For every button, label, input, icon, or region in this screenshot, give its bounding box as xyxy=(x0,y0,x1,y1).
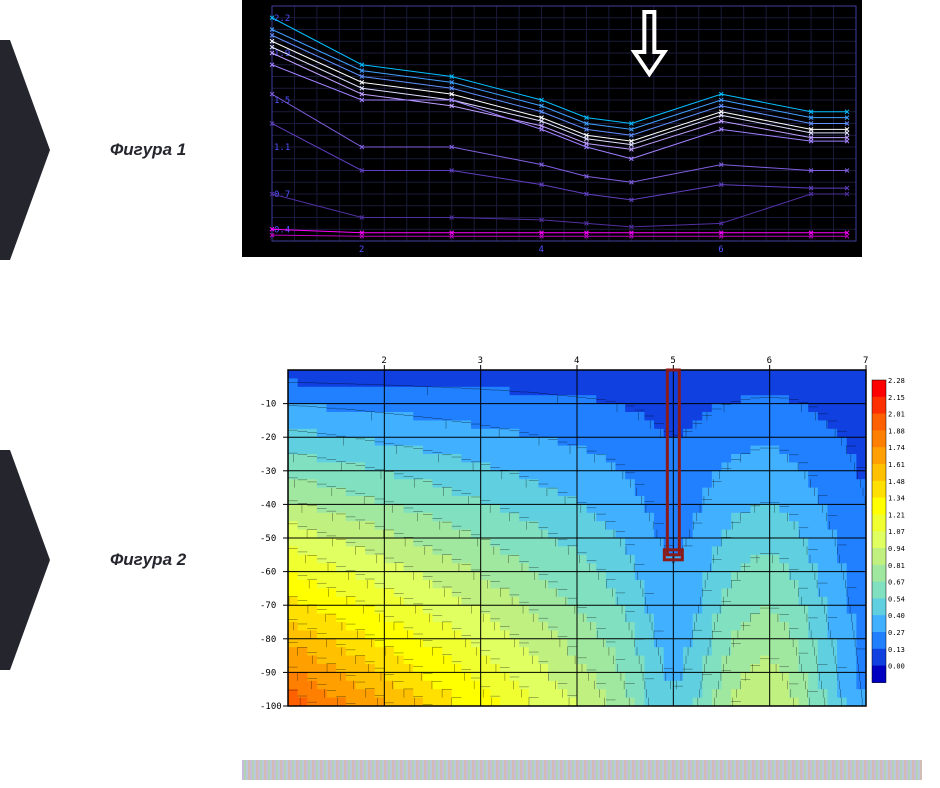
svg-text:5: 5 xyxy=(670,356,675,366)
line-chart-svg: 0.40.71.11.51.92.2246 xyxy=(244,2,860,255)
svg-text:0.67: 0.67 xyxy=(888,579,905,587)
svg-text:1.21: 1.21 xyxy=(888,511,905,519)
svg-text:7: 7 xyxy=(863,356,868,366)
svg-text:6: 6 xyxy=(767,356,772,366)
svg-text:3: 3 xyxy=(478,356,483,366)
svg-text:1.07: 1.07 xyxy=(888,528,905,536)
svg-text:4: 4 xyxy=(574,356,579,366)
svg-text:0.94: 0.94 xyxy=(888,545,905,553)
svg-text:0.27: 0.27 xyxy=(888,629,905,637)
svg-text:-50: -50 xyxy=(260,534,276,544)
noise-strip xyxy=(242,760,922,780)
svg-text:2.28: 2.28 xyxy=(888,377,905,385)
svg-text:1.5: 1.5 xyxy=(274,96,290,106)
svg-text:2: 2 xyxy=(381,356,386,366)
svg-text:-70: -70 xyxy=(260,601,276,611)
svg-text:2.01: 2.01 xyxy=(888,411,905,419)
svg-text:1.61: 1.61 xyxy=(888,461,905,469)
svg-text:0.40: 0.40 xyxy=(888,612,905,620)
svg-text:0.00: 0.00 xyxy=(888,663,905,671)
svg-text:-80: -80 xyxy=(260,635,276,645)
svg-text:-90: -90 xyxy=(260,668,276,678)
svg-text:1.48: 1.48 xyxy=(888,478,905,486)
figure-1-chart: 0.40.71.11.51.92.2246 xyxy=(242,0,862,257)
svg-text:-20: -20 xyxy=(260,433,276,443)
svg-text:2.2: 2.2 xyxy=(274,14,290,24)
svg-text:6: 6 xyxy=(718,245,723,255)
fig2-label: Фигура 2 xyxy=(110,550,230,570)
svg-text:2: 2 xyxy=(359,245,364,255)
svg-text:1.34: 1.34 xyxy=(888,495,905,503)
svg-text:2.15: 2.15 xyxy=(888,394,905,402)
contour-chart-svg: 2 3 4 5 6 7 -10 -20 -30 -40 -50 -60 -70 -80 -90 -100 2.2… xyxy=(242,352,922,710)
svg-text:0.81: 0.81 xyxy=(888,562,905,570)
figure-2-chart: 2 3 4 5 6 7 -10 -20 -30 -40 -50 -60 -70 -80 -90 -100 2.2… xyxy=(242,352,922,710)
svg-text:0.13: 0.13 xyxy=(888,646,905,654)
chevron-marker xyxy=(0,450,100,670)
svg-text:1.1: 1.1 xyxy=(274,143,290,153)
svg-text:1.74: 1.74 xyxy=(888,444,905,452)
fig1-label: Фигура 1 xyxy=(110,140,230,160)
svg-text:-30: -30 xyxy=(260,467,276,477)
chevron-marker xyxy=(0,40,100,260)
svg-text:-10: -10 xyxy=(260,400,276,410)
svg-text:0.54: 0.54 xyxy=(888,595,905,603)
svg-text:-100: -100 xyxy=(260,702,282,710)
svg-text:1.88: 1.88 xyxy=(888,427,905,435)
svg-text:-40: -40 xyxy=(260,500,276,510)
svg-text:4: 4 xyxy=(539,245,544,255)
svg-text:-60: -60 xyxy=(260,568,276,578)
